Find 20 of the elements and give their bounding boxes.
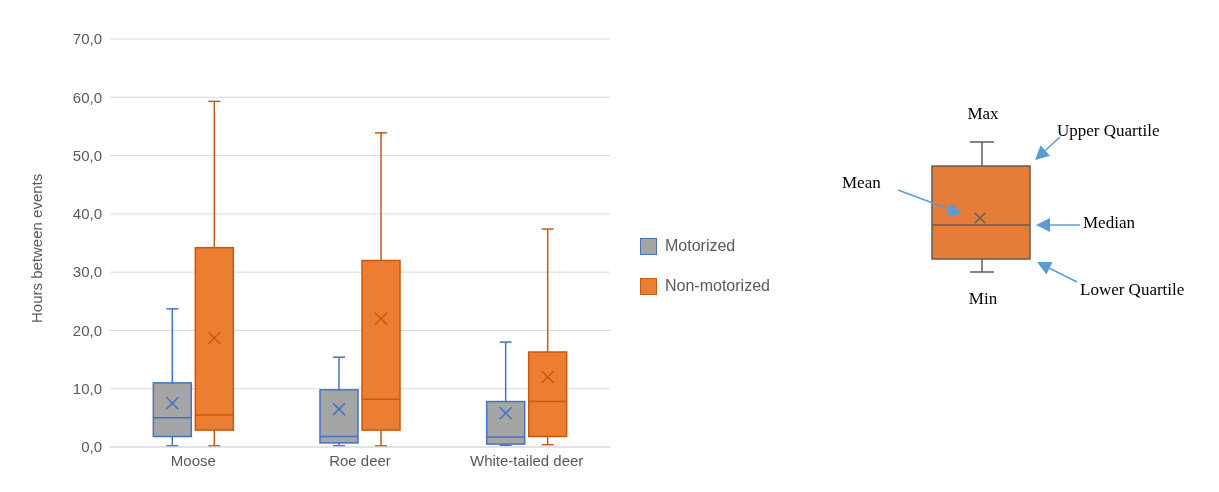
y-tick-label: 40,0 (72, 205, 102, 223)
legend-label: Non-motorized (665, 277, 770, 295)
y-tick-label: 20,0 (72, 321, 102, 339)
text: Upper Quartile (1057, 121, 1160, 141)
x-tick-label: Moose (170, 451, 216, 469)
y-tick-label: 0,0 (81, 438, 102, 456)
x-tick-label: Roe deer (329, 451, 391, 469)
y-axis-title: Hours between events (28, 173, 46, 323)
text: Lower Quartile (1080, 280, 1185, 300)
x-tick-label: White-tailed deer (469, 451, 584, 469)
text: Min (968, 289, 998, 309)
text: Median (1083, 213, 1135, 233)
text: Max (967, 104, 999, 124)
y-tick-label: 50,0 (72, 146, 102, 164)
text: Mean (842, 173, 881, 193)
y-tick-label: 30,0 (72, 263, 102, 281)
y-tick-label: 70,0 (72, 30, 102, 48)
y-tick-label: 60,0 (72, 88, 102, 106)
y-tick-label: 10,0 (72, 380, 102, 398)
legend-label: Motorized (665, 237, 736, 255)
